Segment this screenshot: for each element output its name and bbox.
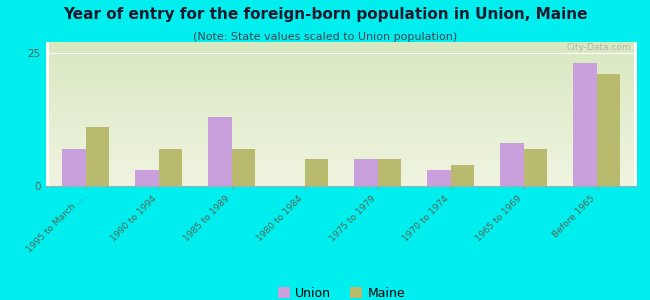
Text: Year of entry for the foreign-born population in Union, Maine: Year of entry for the foreign-born popul… xyxy=(63,8,587,22)
Bar xyxy=(451,165,474,186)
Bar xyxy=(62,149,86,186)
Text: (Note: State values scaled to Union population): (Note: State values scaled to Union popu… xyxy=(193,32,457,41)
Bar xyxy=(500,143,524,186)
Bar xyxy=(524,149,547,186)
Bar xyxy=(428,170,451,186)
Bar xyxy=(597,74,620,186)
Bar xyxy=(573,63,597,186)
Bar xyxy=(231,149,255,186)
Bar xyxy=(86,127,109,186)
Bar xyxy=(209,117,231,186)
Bar xyxy=(159,149,182,186)
Bar xyxy=(378,159,401,186)
Bar xyxy=(354,159,378,186)
Bar xyxy=(305,159,328,186)
Text: City-Data.com: City-Data.com xyxy=(566,44,631,52)
Legend: Union, Maine: Union, Maine xyxy=(272,281,410,300)
Bar xyxy=(135,170,159,186)
